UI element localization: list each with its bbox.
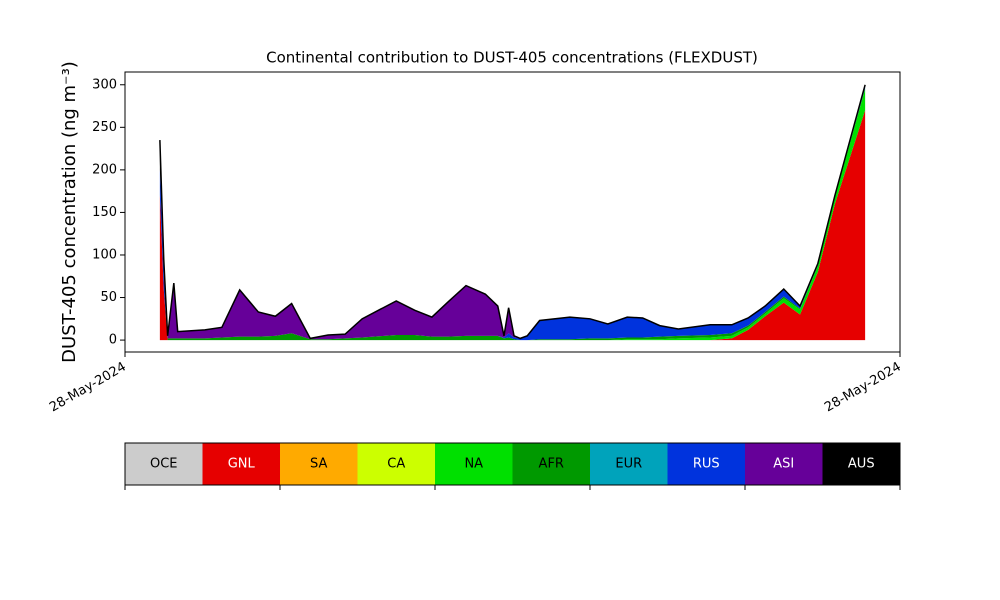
legend-label: CA [387,457,405,472]
area [159,88,866,341]
legend-label: OCE [150,457,178,472]
colorbar-swatch [202,443,280,485]
colorbar-swatch [590,443,668,485]
legend-label: GNL [228,457,256,472]
legend-label: EUR [615,457,642,472]
area [159,89,866,341]
legend-label: SA [310,457,327,472]
y-tick-label: 300 [92,77,117,92]
legend-label: RUS [693,457,720,472]
colorbar-swatch [822,443,900,485]
total-outline [159,84,866,340]
y-tick-label: 150 [92,205,117,220]
area [159,110,866,341]
colorbar-swatch [357,443,435,485]
area [159,88,866,341]
x-tick-label: 28-May-2024 [822,360,904,416]
y-tick-label: 50 [100,290,117,305]
colorbar-swatch [745,443,823,485]
chart-title: Continental contribution to DUST-405 con… [266,49,758,67]
colorbar-swatch [512,443,590,485]
y-tick-label: 250 [92,120,117,135]
colorbar-swatch [667,443,745,485]
colorbar-swatch [280,443,358,485]
area [159,86,866,341]
legend-label: ASI [773,457,794,472]
colorbar-swatch [435,443,513,485]
x-tick-label: 28-May-2024 [47,360,129,416]
colorbar-frame [124,442,901,486]
area [159,84,866,339]
legend-label: NA [464,457,483,472]
area [159,110,866,341]
area [159,86,866,340]
y-tick-label: 0 [109,333,117,348]
colorbar-swatch [125,443,203,485]
legend-label: AFR [539,457,564,472]
area [159,110,866,341]
legend-label: AUS [848,457,875,472]
y-tick-label: 200 [92,162,117,177]
y-axis-label: DUST-405 concentration (ng m⁻³) [59,61,80,363]
y-tick-label: 100 [92,247,117,262]
